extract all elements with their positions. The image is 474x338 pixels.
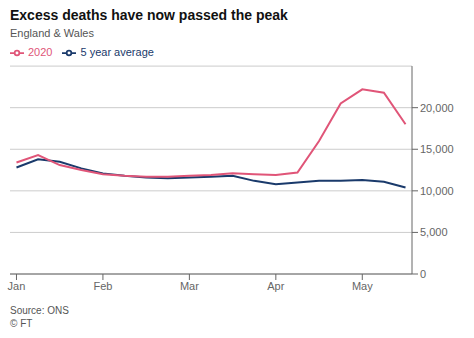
html-text:England & Wales: England & Wales — [10, 27, 94, 39]
html-text:© FT: © FT — [10, 318, 33, 329]
html-text:2020: 2020 — [28, 46, 53, 58]
svg-text:20,000: 20,000 — [420, 102, 454, 114]
svg-text:0: 0 — [420, 268, 426, 280]
svg-text:Feb: Feb — [93, 280, 112, 292]
svg-text:May: May — [352, 280, 373, 292]
svg-text:15,000: 15,000 — [420, 143, 454, 155]
html-text:Excess deaths have now passed: Excess deaths have now passed the peak — [10, 7, 288, 23]
svg-text:Apr: Apr — [267, 280, 284, 292]
svg-text:Jan: Jan — [8, 280, 25, 292]
svg-text:10,000: 10,000 — [420, 185, 454, 197]
svg-text:Mar: Mar — [180, 280, 199, 292]
html-text:5 year average: 5 year average — [80, 46, 154, 58]
svg-text:5,000: 5,000 — [420, 226, 448, 238]
html-text:Source: ONS: Source: ONS — [10, 305, 69, 316]
